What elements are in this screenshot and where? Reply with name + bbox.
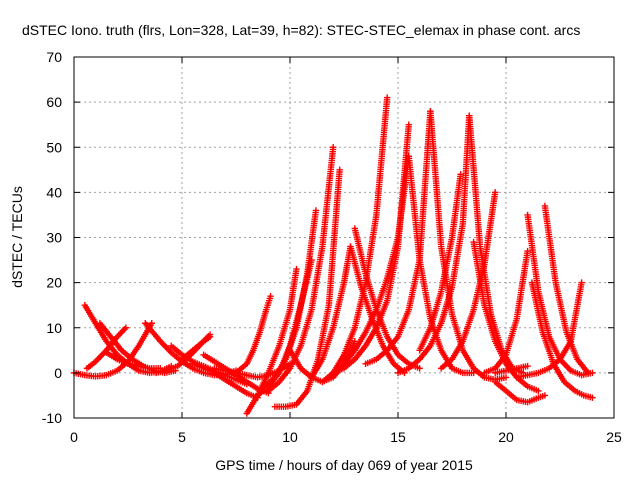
y-tick-label: 30 <box>46 230 62 246</box>
axis-ticks: 0 5 10 15 20 25 -10 0 10 20 30 40 50 60 70 <box>42 49 622 445</box>
data-point-marker <box>330 144 337 151</box>
arc-series-19 <box>308 243 354 381</box>
x-tick-label: 5 <box>178 429 186 445</box>
x-tick-label: 0 <box>70 429 78 445</box>
y-tick-label: 50 <box>46 139 62 155</box>
y-tick-label: 10 <box>46 320 62 336</box>
arc-series-23 <box>351 225 423 372</box>
data-point-marker <box>535 387 542 395</box>
data-point-marker <box>122 324 130 331</box>
data-point-marker <box>267 292 274 300</box>
data-point-marker <box>541 392 549 399</box>
y-axis-title: dSTEC / TECUs <box>9 186 25 288</box>
arc-series-29 <box>416 171 464 354</box>
x-tick-label: 20 <box>498 429 514 445</box>
data-point-marker <box>336 166 343 174</box>
chart-title: dSTEC Iono. truth (flrs, Lon=328, Lat=39… <box>22 22 580 38</box>
data-point-marker <box>492 189 499 196</box>
x-tick-label: 10 <box>282 429 298 445</box>
data-point-marker <box>589 394 596 401</box>
data-point-marker <box>578 279 585 286</box>
arc-series-17 <box>271 166 343 410</box>
y-tick-label: 20 <box>46 275 62 291</box>
y-tick-label: 0 <box>54 365 62 381</box>
data-point-marker <box>524 362 531 370</box>
data-point-marker <box>584 369 592 377</box>
data-point-marker <box>293 265 300 273</box>
data-point-marker <box>351 338 358 345</box>
arc-series-12 <box>232 292 274 377</box>
x-axis-title: GPS time / hours of day 069 of year 2015 <box>215 457 473 473</box>
y-tick-label: 40 <box>46 184 62 200</box>
arc-series-8 <box>178 333 214 363</box>
arc-series-16 <box>265 144 337 395</box>
y-tick-label: 70 <box>46 49 62 65</box>
data-point-marker <box>502 374 510 381</box>
data-point-marker <box>457 171 464 178</box>
x-tick-label: 25 <box>606 429 622 445</box>
data-point-marker <box>405 121 412 128</box>
arc-series-39 <box>492 362 531 377</box>
data-marks <box>70 94 596 417</box>
arc-series-37 <box>528 279 596 401</box>
data-point-marker <box>312 207 320 214</box>
arc-series-4 <box>83 324 130 372</box>
y-tick-label: 60 <box>46 94 62 110</box>
arc-series-30 <box>466 112 527 377</box>
arc-series-9 <box>189 360 261 401</box>
grid-lines <box>74 57 614 418</box>
y-tick-label: -10 <box>42 410 62 426</box>
data-point-marker <box>416 365 423 372</box>
arc-series-38 <box>513 279 585 381</box>
arc-series-34 <box>492 378 549 406</box>
data-point-marker <box>148 320 155 327</box>
arc-series-33 <box>481 247 531 377</box>
arc-series-15 <box>260 207 320 390</box>
data-point-marker <box>524 247 531 255</box>
x-tick-label: 15 <box>390 429 406 445</box>
arc-series-3 <box>103 349 164 372</box>
data-point-marker <box>206 333 214 340</box>
data-point-marker <box>384 94 391 101</box>
arc-series-31 <box>438 189 499 372</box>
